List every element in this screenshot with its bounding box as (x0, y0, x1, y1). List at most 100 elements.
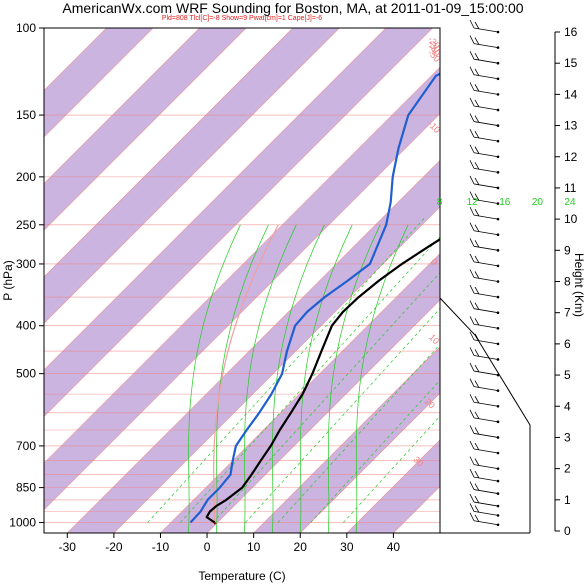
dewpoint-line (189, 72, 440, 524)
height-tick-label: 2 (564, 462, 571, 476)
wind-barb-flag (469, 440, 475, 450)
wind-barb (473, 27, 499, 33)
wind-barb-flag (469, 144, 475, 153)
wind-barb-flag (474, 364, 480, 373)
wind-barb-dot (496, 389, 500, 392)
wind-barb (473, 214, 499, 220)
surface-segment (213, 522, 217, 525)
wind-barb (473, 43, 499, 48)
wind-barb-dot (496, 202, 500, 205)
isotherm-line (44, 28, 200, 185)
wind-barb-dot (496, 108, 500, 112)
wind-barb (473, 261, 499, 267)
wind-barb-dot (496, 326, 500, 330)
x-tick-label: 30 (340, 540, 354, 554)
p-tick-label: 200 (16, 170, 36, 184)
wind-barb-dot (496, 186, 500, 190)
wind-barb-flag (474, 505, 480, 513)
wind-barb-dot (496, 249, 500, 252)
wind-barb-dot (496, 467, 500, 470)
wind-barb-dot (496, 139, 500, 143)
wind-barb-flag (469, 468, 475, 478)
height-tick-label: 9 (564, 243, 571, 257)
x-tick-label: -20 (105, 540, 123, 554)
wind-barb-flag (469, 66, 475, 75)
wind-barb-flag (474, 255, 480, 264)
moist-adiabat-line (271, 224, 325, 533)
isotherm-label: 30 (411, 454, 425, 468)
mixing-ratio-label: 8 (437, 197, 443, 208)
wind-barb (473, 448, 499, 454)
isotherm-line (44, 28, 387, 371)
wind-barb (473, 167, 499, 173)
wind-barb-flag (469, 113, 475, 122)
wind-barb-flag (474, 427, 480, 435)
wind-barb-flag (474, 68, 480, 76)
height-axis-label: Height (Km) (572, 253, 586, 317)
wind-barb-flag (474, 349, 480, 357)
wind-barb (473, 401, 499, 407)
hodograph-outline (439, 297, 531, 533)
wind-barb-dot (496, 46, 500, 49)
wind-barb-dot (496, 77, 500, 81)
wind-barb-flag (469, 512, 475, 521)
wind-barb-dot (496, 504, 500, 508)
p-tick-label: 250 (16, 218, 36, 232)
wind-barb-flag (469, 362, 475, 372)
isotherm-label: 10 (427, 332, 441, 346)
wind-barb-dot (496, 514, 500, 517)
y-axis-label: P (hPa) (1, 260, 15, 300)
temperature-band (346, 439, 440, 533)
wind-barb-flag (474, 470, 480, 479)
p-tick-label: 300 (16, 257, 36, 271)
wind-barb-dot (496, 523, 500, 527)
wind-barb-flag (474, 52, 480, 61)
chart-title: AmericanWx.com WRF Sounding for Boston, … (62, 0, 524, 16)
wind-barb-flag (469, 394, 475, 403)
wind-barb-flag (474, 396, 480, 404)
height-tick-label: 0 (564, 524, 571, 538)
wind-barb-dot (496, 217, 500, 221)
wind-barb-flag (474, 130, 480, 139)
wind-barb-flag (469, 19, 475, 29)
wind-barb (473, 245, 499, 251)
wind-barb-flag (469, 97, 475, 107)
wind-barb-dot (496, 264, 500, 268)
wind-barb (473, 121, 499, 126)
x-tick-label: 10 (247, 540, 261, 554)
wind-barb-flag (474, 37, 480, 45)
wind-barb-flag (469, 35, 475, 44)
wind-barb (473, 464, 499, 470)
wind-barb-flag (474, 318, 480, 326)
x-tick-label: 20 (294, 540, 308, 554)
moist-adiabat-line (243, 224, 297, 533)
isotherm-line (44, 28, 154, 138)
wind-barb (473, 183, 499, 189)
wind-barb-flag (474, 115, 480, 123)
wind-barb-flag (469, 82, 475, 91)
wind-barb-flag (474, 380, 480, 388)
wind-barb-flag (474, 411, 480, 420)
height-tick-label: 16 (564, 25, 578, 39)
wind-barb-dot (496, 311, 500, 314)
wind-barb-flag (469, 378, 475, 387)
x-tick-label: 40 (387, 540, 401, 554)
height-tick-label: 3 (564, 430, 571, 444)
height-tick-label: 12 (564, 150, 578, 164)
p-tick-label: 150 (16, 108, 36, 122)
isotherm-line (67, 159, 440, 533)
x-axis-label: Temperature (C) (198, 569, 285, 583)
wind-barb-flag (474, 271, 480, 279)
wind-barb-flag (474, 146, 480, 154)
wind-barb-flag (469, 51, 475, 60)
isotherm-line (44, 28, 433, 417)
p-tick-label: 400 (16, 319, 36, 333)
height-tick-label: 15 (564, 56, 578, 70)
wind-barb-flag (474, 240, 480, 248)
chart-subtitle: Pld=808 Tlcl[C]=-8 Show=9 Pwat[cm]=1 Cap… (161, 15, 323, 22)
plot-frame (43, 27, 441, 534)
wind-barb (473, 386, 499, 392)
wind-barb-flag (474, 483, 480, 491)
mixing-ratio-label: 16 (499, 197, 511, 208)
